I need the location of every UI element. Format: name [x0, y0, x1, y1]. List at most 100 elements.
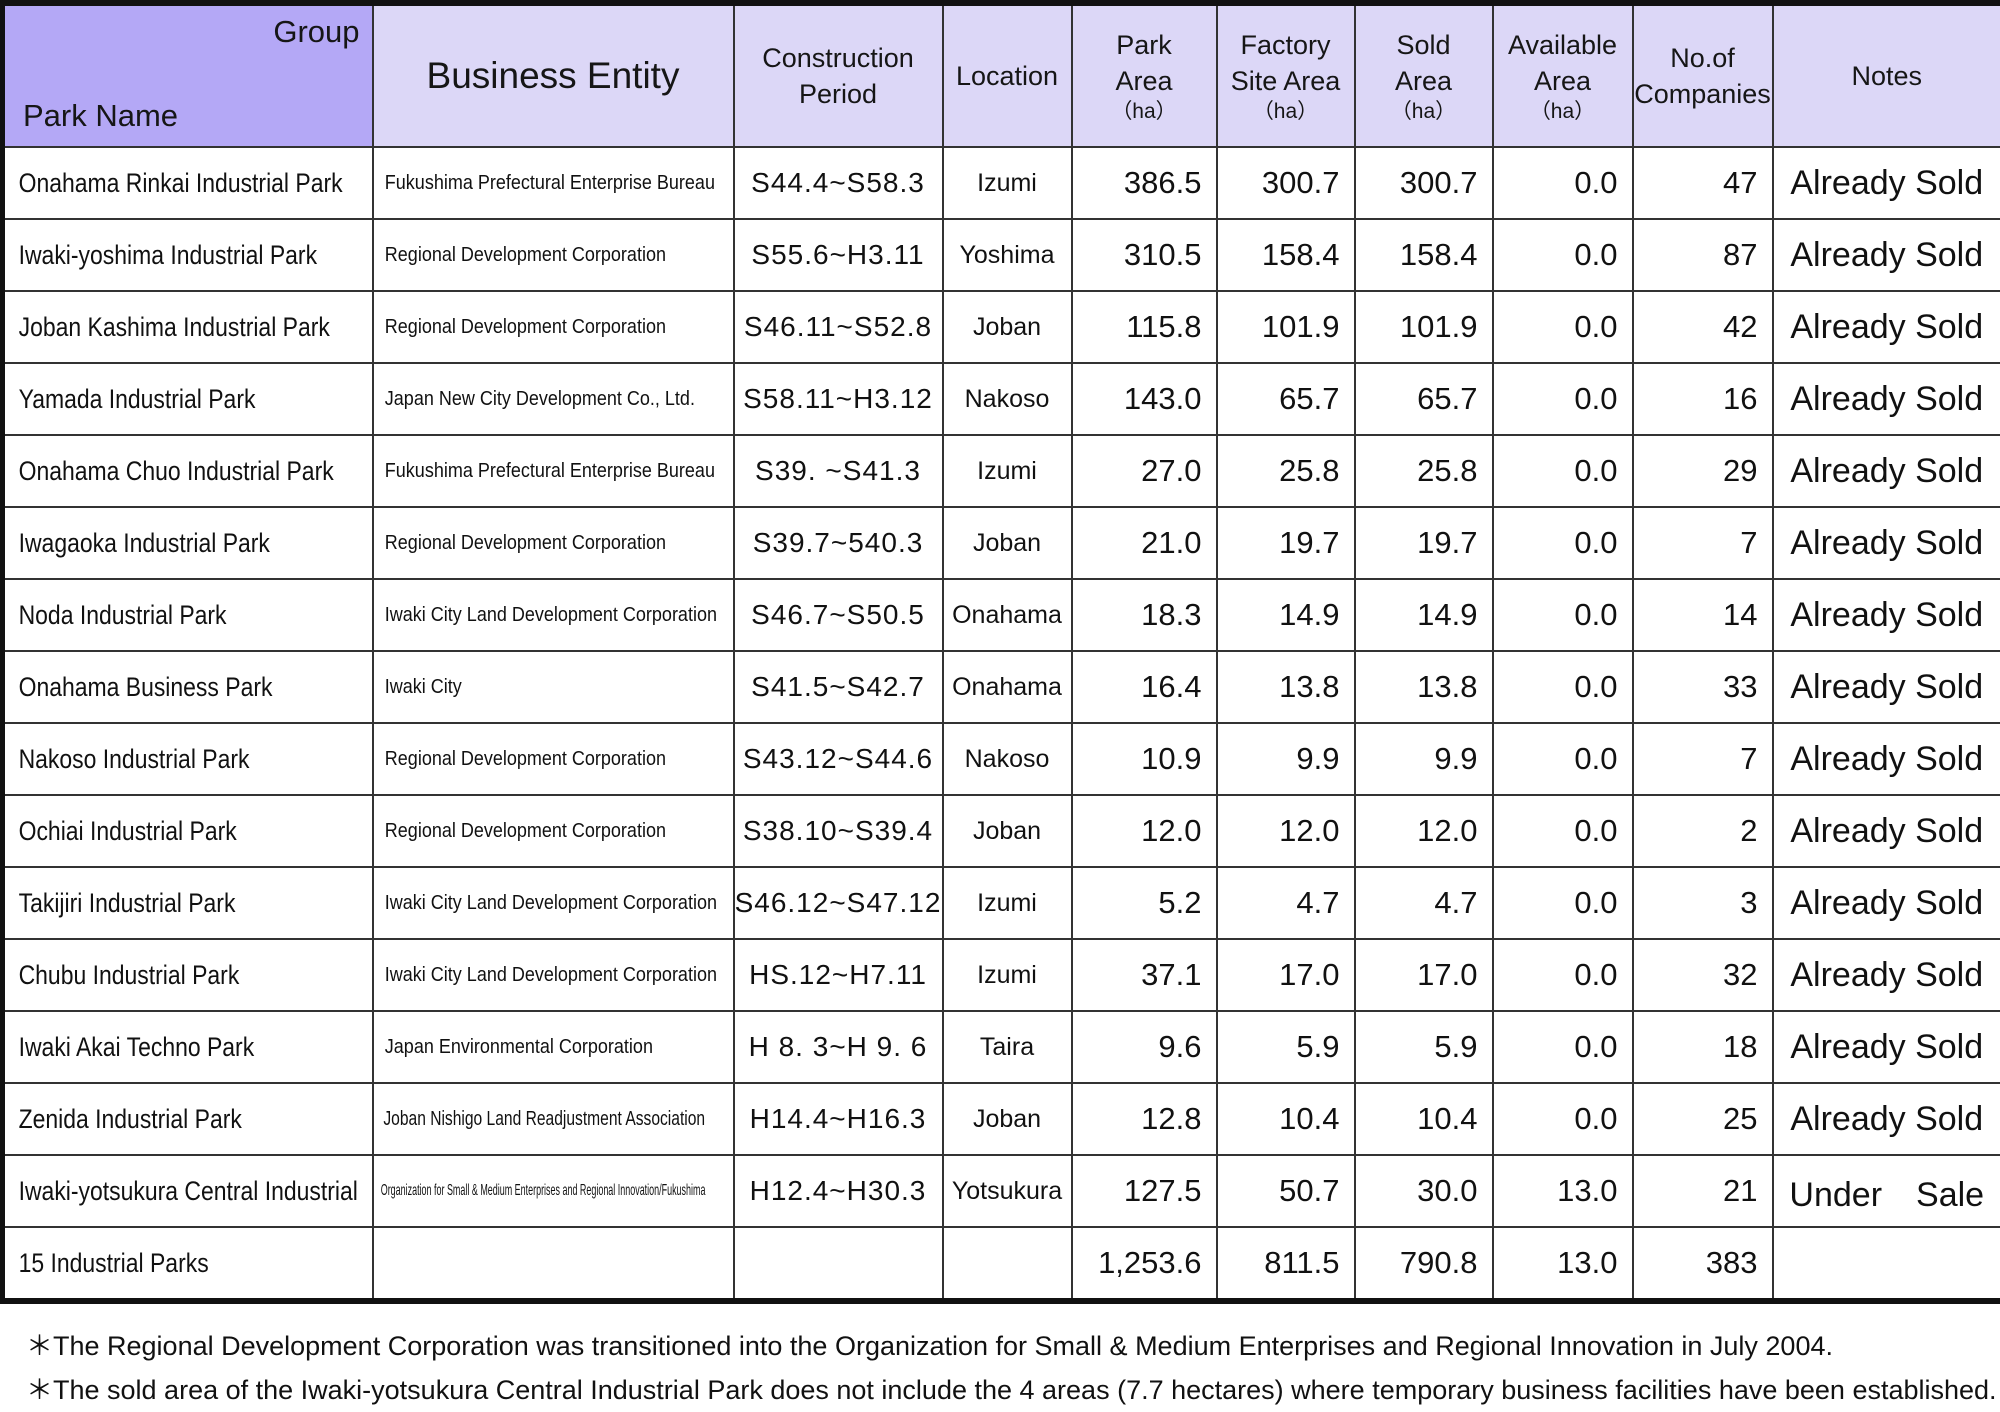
available-area-cell: 13.0	[1493, 1227, 1633, 1301]
group-park-name-header: Group Park Name	[3, 3, 373, 147]
col-header-business-entity: Business Entity	[373, 3, 734, 147]
companies-cell: 21	[1633, 1155, 1773, 1227]
construction-period-cell: H12.4~H30.3	[734, 1155, 943, 1227]
factory-site-area-cell: 19.7	[1217, 507, 1355, 579]
table-row: Takijiri Industrial Park Iwaki City Land…	[3, 867, 2000, 939]
table-header: Group Park Name Business Entity Construc…	[3, 3, 2000, 147]
location-cell: Izumi	[943, 939, 1072, 1011]
factory-site-area-cell: 65.7	[1217, 363, 1355, 435]
park-name-label: Park Name	[23, 98, 178, 134]
table-row: Iwaki Akai Techno Park Japan Environment…	[3, 1011, 2000, 1083]
park-name-cell: 15 Industrial Parks	[3, 1227, 373, 1301]
sold-area-cell: 10.4	[1355, 1083, 1493, 1155]
footnotes: ＊The Regional Development Corporation wa…	[0, 1324, 2000, 1412]
sold-area-cell: 25.8	[1355, 435, 1493, 507]
companies-cell: 33	[1633, 651, 1773, 723]
available-area-cell: 13.0	[1493, 1155, 1633, 1227]
companies-cell: 7	[1633, 723, 1773, 795]
location-cell: Nakoso	[943, 723, 1072, 795]
location-cell: Onahama	[943, 579, 1072, 651]
park-name-cell: Onahama Rinkai Industrial Park	[3, 147, 373, 219]
sold-area-cell: 4.7	[1355, 867, 1493, 939]
available-area-cell: 0.0	[1493, 651, 1633, 723]
col-header-factory-site-area: Factory Site Area （ha）	[1217, 3, 1355, 147]
park-name-cell: Chubu Industrial Park	[3, 939, 373, 1011]
table-row: Iwaki-yotsukura Central Industrial Organ…	[3, 1155, 2000, 1227]
sold-area-unit: （ha）	[1356, 99, 1492, 125]
available-area-cell: 0.0	[1493, 723, 1633, 795]
business-entity-cell: Fukushima Prefectural Enterprise Bureau	[373, 435, 734, 507]
business-entity-cell: Iwaki City Land Development Corporation	[373, 867, 734, 939]
factory-site-area-cell: 25.8	[1217, 435, 1355, 507]
construction-period-cell: S41.5~S42.7	[734, 651, 943, 723]
notes-cell: Already Sold	[1773, 291, 2000, 363]
location-cell: Onahama	[943, 651, 1072, 723]
construction-period-cell: S46.12~S47.12	[734, 867, 943, 939]
park-name-cell: Takijiri Industrial Park	[3, 867, 373, 939]
notes-cell: Already Sold	[1773, 723, 2000, 795]
construction-period-cell: S43.12~S44.6	[734, 723, 943, 795]
sold-area-cell: 790.8	[1355, 1227, 1493, 1301]
companies-cell: 16	[1633, 363, 1773, 435]
factory-site-area-cell: 9.9	[1217, 723, 1355, 795]
companies-cell: 18	[1633, 1011, 1773, 1083]
available-area-cell: 0.0	[1493, 939, 1633, 1011]
companies-cell: 47	[1633, 147, 1773, 219]
factory-site-area-cell: 10.4	[1217, 1083, 1355, 1155]
location-cell: Joban	[943, 507, 1072, 579]
park-area-cell: 143.0	[1072, 363, 1217, 435]
table-row: Noda Industrial Park Iwaki City Land Dev…	[3, 579, 2000, 651]
factory-site-area-unit: （ha）	[1218, 99, 1354, 125]
factory-site-area-cell: 4.7	[1217, 867, 1355, 939]
col-header-no-of-companies: No.of Companies	[1633, 3, 1773, 147]
construction-period-cell: S46.11~S52.8	[734, 291, 943, 363]
notes-cell: Under Sale	[1773, 1155, 2000, 1227]
location-cell: Izumi	[943, 867, 1072, 939]
location-cell	[943, 1227, 1072, 1301]
sold-area-cell: 14.9	[1355, 579, 1493, 651]
notes-cell: Already Sold	[1773, 579, 2000, 651]
park-area-cell: 386.5	[1072, 147, 1217, 219]
footnote-2: ＊The sold area of the Iwaki-yotsukura Ce…	[26, 1368, 2000, 1412]
notes-cell: Already Sold	[1773, 867, 2000, 939]
park-name-cell: Onahama Chuo Industrial Park	[3, 435, 373, 507]
available-area-cell: 0.0	[1493, 291, 1633, 363]
park-area-cell: 127.5	[1072, 1155, 1217, 1227]
business-entity-cell: Regional Development Corporation	[373, 291, 734, 363]
available-area-cell: 0.0	[1493, 219, 1633, 291]
park-name-cell: Iwaki-yotsukura Central Industrial	[3, 1155, 373, 1227]
location-cell: Izumi	[943, 147, 1072, 219]
available-area-cell: 0.0	[1493, 1011, 1633, 1083]
park-name-cell: Onahama Business Park	[3, 651, 373, 723]
construction-period-cell: S38.10~S39.4	[734, 795, 943, 867]
factory-site-area-cell: 17.0	[1217, 939, 1355, 1011]
factory-site-area-cell: 101.9	[1217, 291, 1355, 363]
park-area-cell: 10.9	[1072, 723, 1217, 795]
business-entity-cell: Japan New City Development Co., Ltd.	[373, 363, 734, 435]
notes-cell: Already Sold	[1773, 147, 2000, 219]
notes-cell	[1773, 1227, 2000, 1301]
total-row: 15 Industrial Parks 1,253.6 811.5 790.8 …	[3, 1227, 2000, 1301]
table-row: Zenida Industrial Park Joban Nishigo Lan…	[3, 1083, 2000, 1155]
park-name-cell: Nakoso Industrial Park	[3, 723, 373, 795]
available-area-cell: 0.0	[1493, 867, 1633, 939]
col-header-location: Location	[943, 3, 1072, 147]
available-area-cell: 0.0	[1493, 363, 1633, 435]
table-row: Chubu Industrial Park Iwaki City Land De…	[3, 939, 2000, 1011]
notes-cell: Already Sold	[1773, 435, 2000, 507]
location-cell: Nakoso	[943, 363, 1072, 435]
factory-site-area-cell: 158.4	[1217, 219, 1355, 291]
col-header-sold-area: Sold Area （ha）	[1355, 3, 1493, 147]
construction-period-cell: H14.4~H16.3	[734, 1083, 943, 1155]
table-row: Onahama Chuo Industrial Park Fukushima P…	[3, 435, 2000, 507]
available-area-cell: 0.0	[1493, 507, 1633, 579]
companies-cell: 383	[1633, 1227, 1773, 1301]
factory-site-area-cell: 811.5	[1217, 1227, 1355, 1301]
park-area-cell: 37.1	[1072, 939, 1217, 1011]
construction-period-cell: S55.6~H3.11	[734, 219, 943, 291]
industrial-parks-table: Group Park Name Business Entity Construc…	[0, 0, 2000, 1304]
park-area-cell: 310.5	[1072, 219, 1217, 291]
construction-period-cell: HS.12~H7.11	[734, 939, 943, 1011]
park-area-cell: 21.0	[1072, 507, 1217, 579]
factory-site-area-cell: 13.8	[1217, 651, 1355, 723]
